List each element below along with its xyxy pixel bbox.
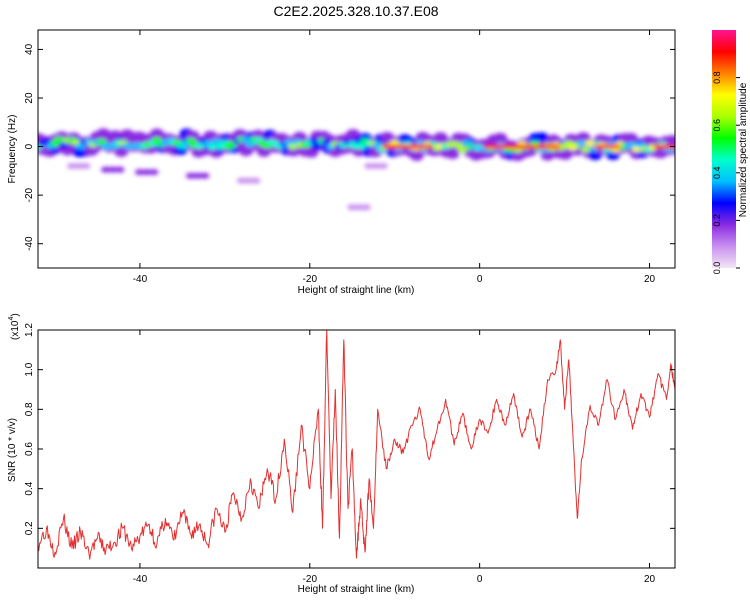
heatmap-cell xyxy=(355,143,366,150)
heatmap-cell xyxy=(75,143,86,150)
heatmap-x-ticks: -40 -20 0 20 xyxy=(133,30,656,285)
heatmap-cell xyxy=(194,142,205,149)
heatmap-cell xyxy=(211,138,222,145)
y-tick-label: -40 xyxy=(24,236,35,251)
heatmap-cell xyxy=(233,129,248,140)
heatmap-y-ticks: -40 -20 0 20 40 xyxy=(24,43,675,251)
snr-y-ticks: 0.2 0.4 0.6 0.8 1.0 1.2 xyxy=(24,323,675,535)
heatmap-cell xyxy=(585,140,596,147)
heatmap-cell xyxy=(346,129,361,140)
snr-y-axis-label: SNR (10 * v/v) xyxy=(7,418,18,482)
heatmap-cell xyxy=(610,144,621,149)
heatmap-cell xyxy=(453,142,464,149)
heatmap-cell xyxy=(241,136,252,143)
y-tick-label: 40 xyxy=(24,43,35,55)
snr-x-ticks: -40 -20 0 20 xyxy=(133,330,656,585)
y-tick-label: 0 xyxy=(24,143,35,149)
heatmap-cell xyxy=(457,146,468,153)
colorbar-tick-label: 0.4 xyxy=(712,167,722,180)
heatmap-cell xyxy=(199,172,210,179)
x-tick-label: -20 xyxy=(303,574,318,585)
x-tick-label: 0 xyxy=(477,574,483,585)
heatmap-cell xyxy=(250,177,261,184)
heatmap-cell xyxy=(313,142,324,149)
colorbar-label: Normalized spectral amplitude xyxy=(738,82,749,217)
heatmap-cell xyxy=(58,142,69,149)
x-tick-label: 0 xyxy=(477,274,483,285)
colorbar: 0.0 0.2 0.4 0.6 0.8 Normalized spectral ampl… xyxy=(712,30,749,274)
y-tick-label: 1.2 xyxy=(24,323,35,337)
heatmap-cell xyxy=(256,146,271,157)
y-tick-label: 0.2 xyxy=(24,521,35,535)
heatmap-cell xyxy=(207,143,218,150)
y-tick-label: 1.0 xyxy=(24,362,35,376)
svg-text:(x104): (x104) xyxy=(8,313,21,340)
y-tick-label: 20 xyxy=(24,92,35,104)
heatmap-y-axis-label: Frequency (Hz) xyxy=(7,115,18,184)
heatmap-cell xyxy=(525,144,536,149)
heatmap-cell xyxy=(627,141,638,148)
figure-title: C2E2.2025.328.10.37.E08 xyxy=(273,3,438,19)
heatmap-cells xyxy=(38,128,675,211)
snr-multiplier: (x104) xyxy=(8,313,21,340)
y-tick-label: 0.4 xyxy=(24,481,35,495)
heatmap-frame xyxy=(37,29,676,269)
heatmap-cell xyxy=(360,204,371,211)
x-tick-label: -20 xyxy=(303,274,318,285)
heatmap-cell xyxy=(114,146,129,157)
heatmap-cell xyxy=(96,138,107,145)
heatmap-cell xyxy=(245,141,256,148)
heatmap-cell xyxy=(423,144,434,149)
colorbar-tick-label: 0.2 xyxy=(712,214,722,227)
heatmap-cell xyxy=(377,163,388,169)
heatmap-cell xyxy=(534,132,549,143)
y-tick-label: 0.6 xyxy=(24,442,35,456)
heatmap-cell xyxy=(580,146,591,153)
snr-multiplier-base: (x10 xyxy=(10,320,21,340)
snr-multiplier-exp: 4 xyxy=(8,317,15,321)
heatmap-panel: -40 -20 0 20 -40 -20 0 20 40 Height of straight… xyxy=(7,29,676,296)
heatmap-cell xyxy=(409,150,424,161)
x-tick-label: 20 xyxy=(644,274,656,285)
y-tick-label: 0.8 xyxy=(24,402,35,416)
heatmap-cell xyxy=(576,140,587,147)
x-tick-label: 20 xyxy=(644,574,656,585)
colorbar-tick-label: 0.6 xyxy=(712,119,722,132)
heatmap-cell xyxy=(309,137,320,144)
heatmap-x-axis-label: Height of straight line (km) xyxy=(298,285,415,296)
heatmap-cell xyxy=(665,135,675,146)
snr-panel: -40 -20 0 20 0.2 0.4 0.6 0.8 1.0 1.2 Height of s… xyxy=(7,313,676,595)
snr-multiplier-close: ) xyxy=(10,313,21,316)
heatmap-cell xyxy=(80,163,91,169)
y-tick-label: -20 xyxy=(24,187,35,202)
heatmap-cell xyxy=(551,144,562,149)
colorbar-tick-label: 0.8 xyxy=(712,71,722,84)
heatmap-cell xyxy=(114,166,125,173)
colorbar-gradient xyxy=(712,30,736,268)
heatmap-cell xyxy=(287,143,298,150)
heatmap-cell xyxy=(321,138,332,145)
snr-x-axis-label: Height of straight line (km) xyxy=(298,584,415,595)
x-tick-label: -40 xyxy=(133,574,148,585)
heatmap-cell xyxy=(54,136,65,143)
colorbar-tick-label: 0.0 xyxy=(712,262,722,275)
heatmap-cell xyxy=(148,169,159,176)
x-tick-label: -40 xyxy=(133,274,148,285)
snr-frame xyxy=(37,329,676,569)
colorbar-ticks: 0.0 0.2 0.4 0.6 0.8 xyxy=(712,71,740,274)
snr-series-line xyxy=(38,330,675,560)
heatmap-blobs xyxy=(38,128,675,211)
